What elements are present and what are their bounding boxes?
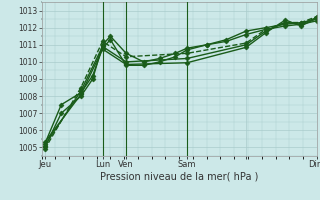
X-axis label: Pression niveau de la mer( hPa ): Pression niveau de la mer( hPa ) (100, 172, 258, 182)
